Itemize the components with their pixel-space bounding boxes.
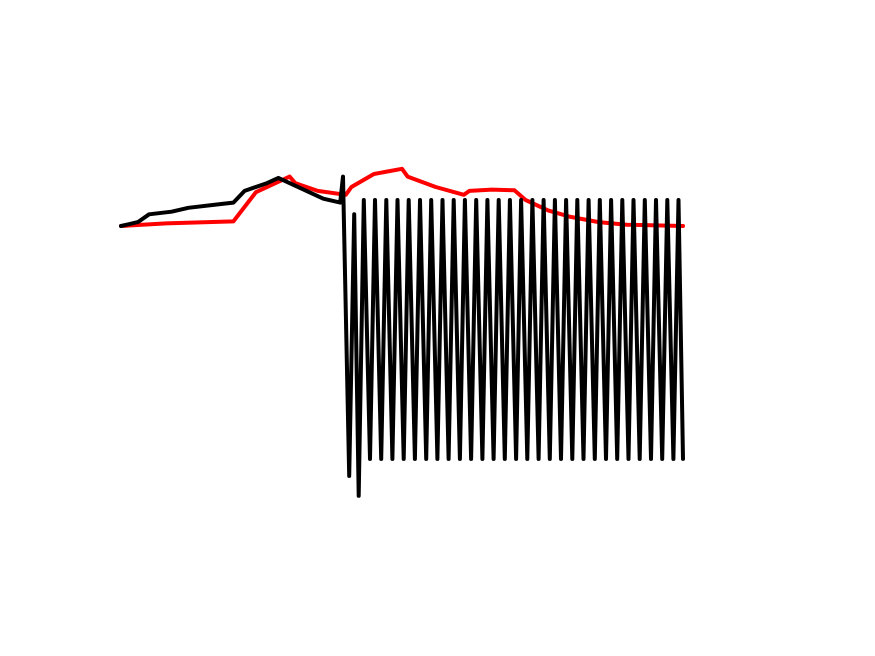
plot-area <box>119 166 685 498</box>
series-line-2 <box>119 174 685 498</box>
